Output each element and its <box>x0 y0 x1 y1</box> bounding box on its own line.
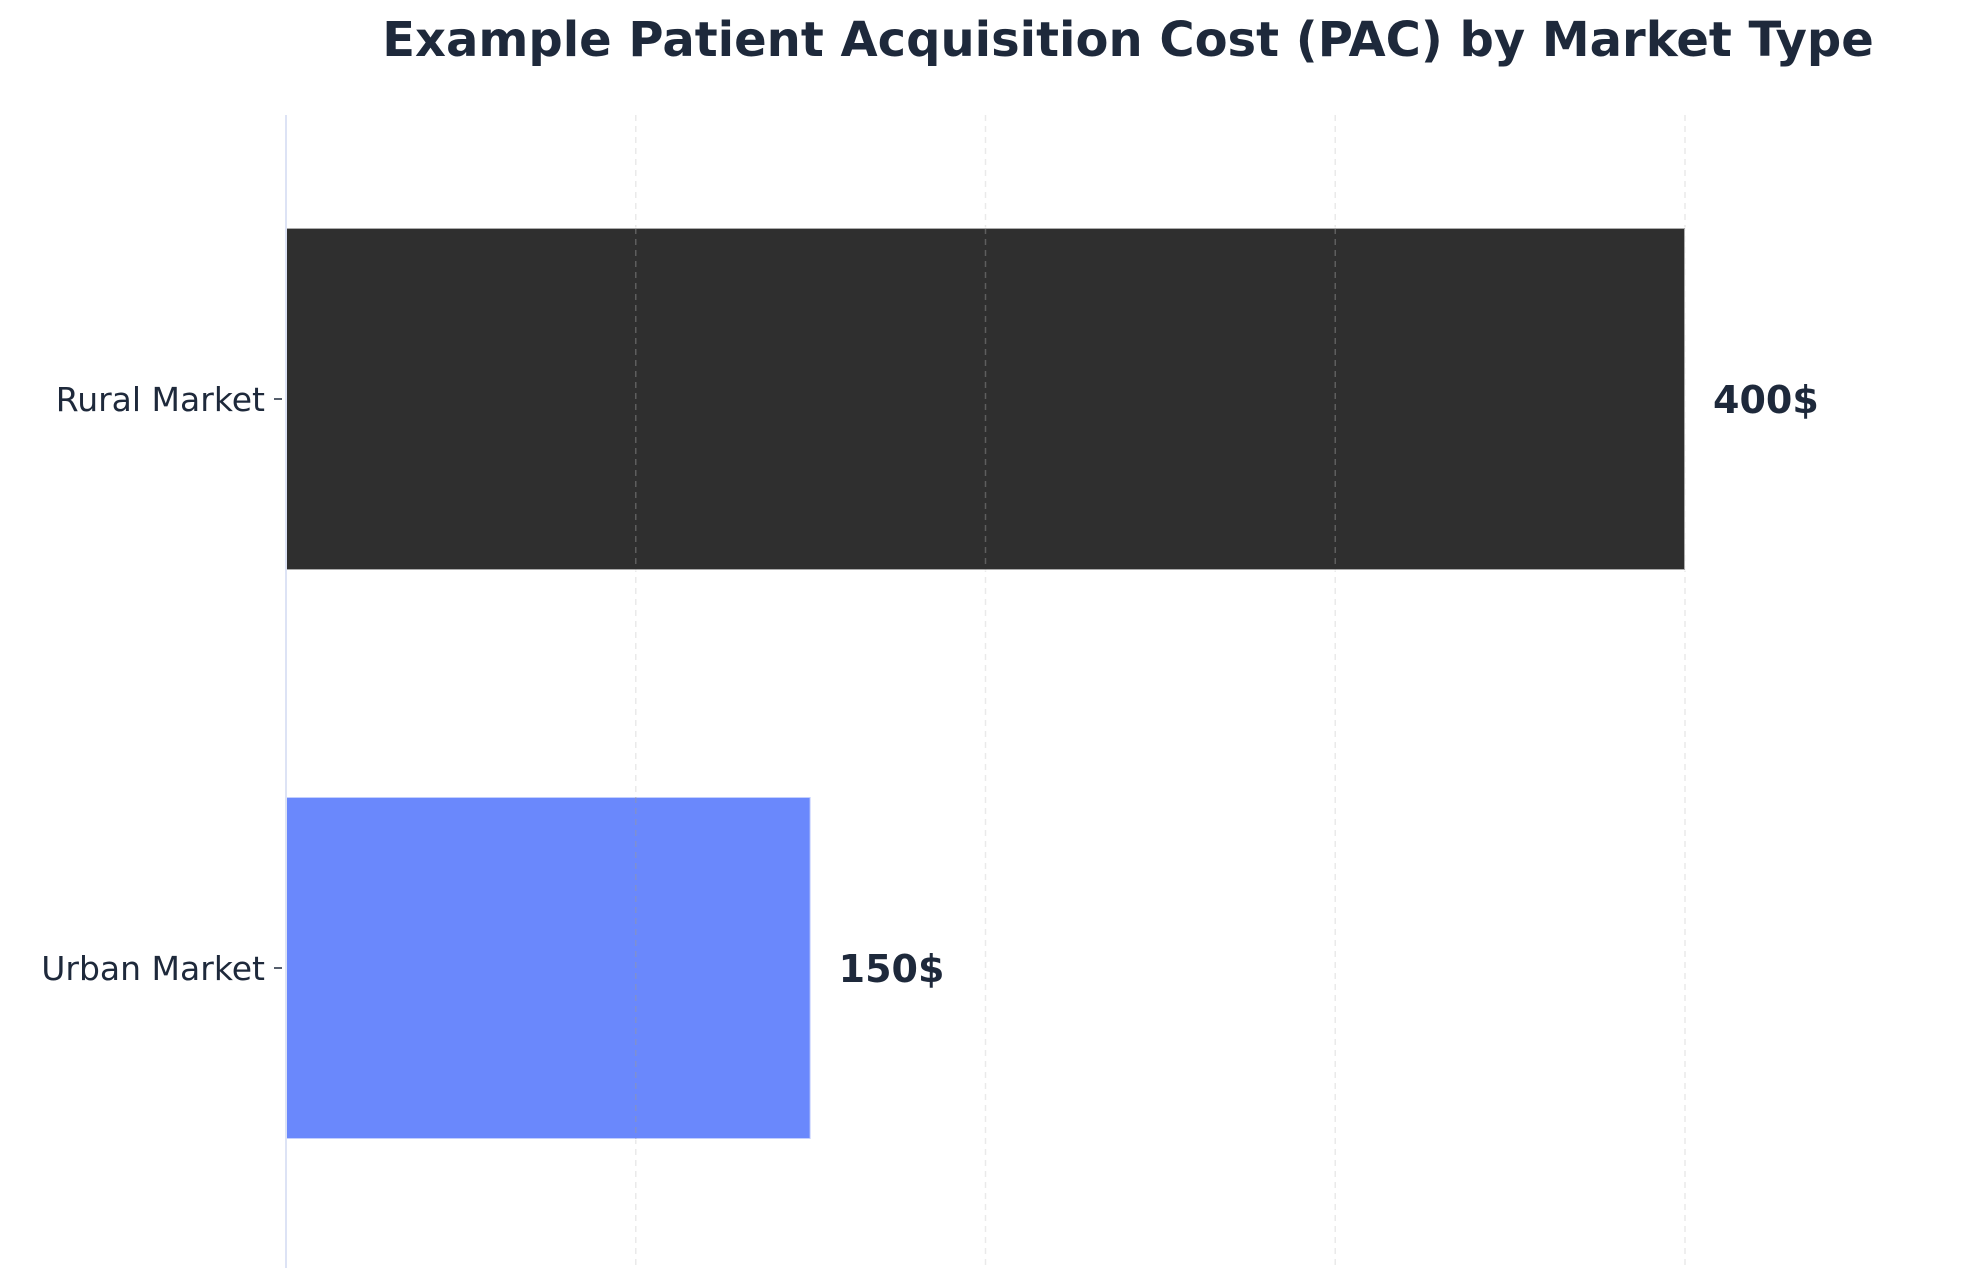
data-label: 400$ <box>1713 378 1819 422</box>
bar <box>285 796 812 1140</box>
data-label: 150$ <box>839 947 945 991</box>
grid-overlay <box>635 228 1336 1139</box>
y-tick-label: Urban Market <box>41 949 265 988</box>
bar-layer <box>285 227 1686 1140</box>
bar <box>285 227 1686 571</box>
label-layer: 400$ Rural Market 150$ Urban Market <box>41 378 1819 991</box>
y-tick-label: Rural Market <box>56 380 265 419</box>
chart-title: Example Patient Acquisition Cost (PAC) b… <box>382 12 1874 68</box>
